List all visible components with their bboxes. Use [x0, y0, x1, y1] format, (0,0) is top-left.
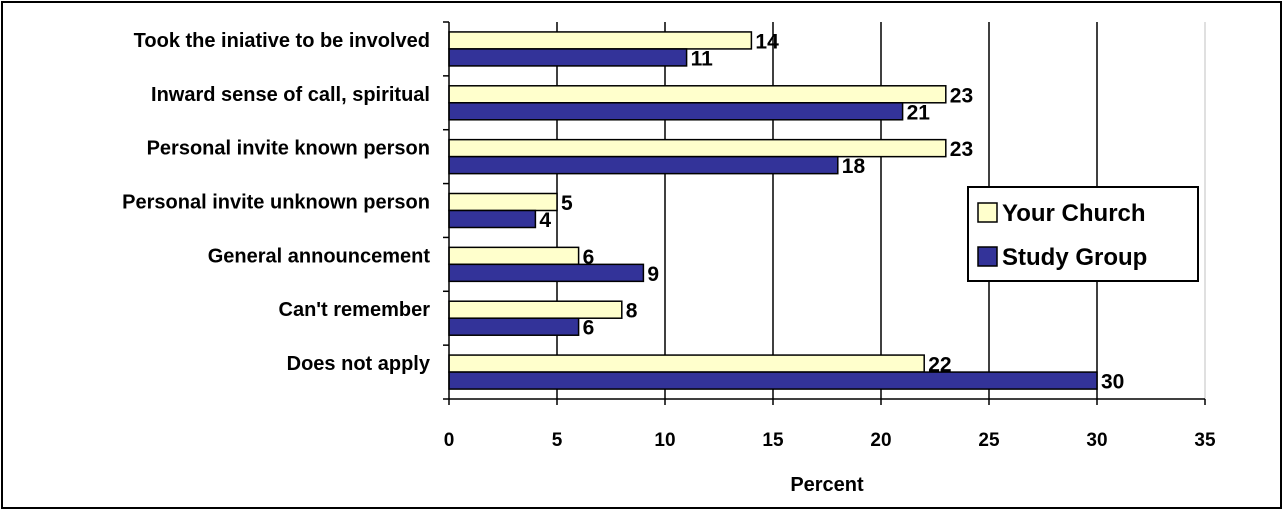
- bars: [448, 31, 1098, 390]
- value-label: 6: [583, 246, 595, 269]
- x-tick-labels: 0 5 10 15 20 25 30 35: [444, 430, 1216, 451]
- bar-study-group-6: [448, 371, 1098, 390]
- bar-your-church-0: [448, 31, 753, 50]
- value-label: 6: [583, 317, 595, 340]
- category-label: Inward sense of call, spiritual: [151, 84, 430, 106]
- bar-your-church-4: [448, 246, 580, 266]
- legend-label: Your Church: [1002, 200, 1146, 227]
- bar-your-church-2: [448, 138, 947, 158]
- category-label: General announcement: [208, 245, 431, 267]
- bar-study-group-0: [448, 48, 688, 67]
- x-tick-label: 20: [870, 430, 891, 451]
- bar-your-church-3: [448, 192, 558, 212]
- bar-your-church-6: [448, 354, 925, 373]
- value-label: 8: [626, 300, 638, 323]
- bar-your-church-1: [448, 85, 947, 104]
- category-label: Does not apply: [287, 353, 431, 375]
- category-label: Personal invite unknown person: [122, 192, 430, 214]
- value-label: 23: [950, 138, 973, 161]
- x-tick-label: 10: [654, 430, 675, 451]
- x-axis-title: Percent: [790, 474, 864, 496]
- category-labels: Took the iniative to be involved Inward s…: [122, 30, 431, 375]
- category-label: Personal invite known person: [147, 138, 430, 160]
- value-label: 14: [755, 30, 779, 53]
- value-label: 22: [928, 354, 951, 377]
- category-label: Can't remember: [279, 299, 431, 321]
- value-label: 11: [691, 47, 714, 70]
- gridlines: [556, 22, 1206, 399]
- value-label: 5: [561, 192, 573, 215]
- value-label: 30: [1101, 371, 1124, 394]
- value-labels: 14 11 23 21 23 18 54 6 98 6 22 30: [539, 30, 1124, 393]
- value-label: 4: [539, 209, 551, 232]
- value-label: 21: [907, 101, 931, 124]
- bar-your-church-5: [448, 300, 623, 319]
- x-tick-label: 0: [444, 430, 455, 451]
- bar-study-group-1: [448, 102, 904, 121]
- x-tick-label: 30: [1086, 430, 1107, 451]
- legend-label: Study Group: [1002, 244, 1147, 271]
- legend: Your Church Study Group: [967, 186, 1199, 282]
- value-label: 23: [950, 84, 973, 107]
- axes: [443, 21, 1206, 405]
- x-tick-label: 15: [762, 430, 784, 451]
- bar-study-group-2: [448, 155, 839, 175]
- value-label: 9: [647, 263, 659, 286]
- x-tick-label: 25: [978, 430, 1000, 451]
- value-label: 18: [842, 155, 866, 178]
- category-label: Took the iniative to be involved: [134, 30, 430, 52]
- bar-study-group-3: [448, 209, 537, 229]
- legend-swatch: [977, 202, 998, 223]
- bar-study-group-5: [448, 317, 580, 336]
- x-tick-label: 5: [552, 430, 563, 451]
- x-tick-label: 35: [1194, 430, 1216, 451]
- bar-study-group-4: [448, 263, 645, 283]
- legend-swatch: [977, 246, 998, 267]
- legend-box: [967, 186, 1199, 282]
